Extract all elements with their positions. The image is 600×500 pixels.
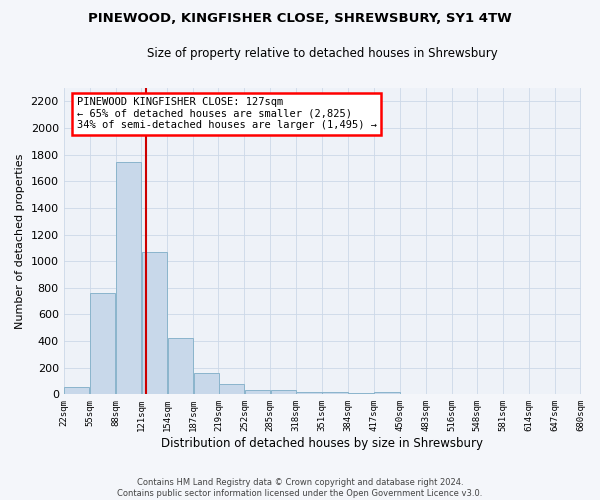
Text: Contains HM Land Registry data © Crown copyright and database right 2024.
Contai: Contains HM Land Registry data © Crown c… <box>118 478 482 498</box>
Bar <box>90 293 115 394</box>
Bar <box>374 392 400 394</box>
Text: PINEWOOD, KINGFISHER CLOSE, SHREWSBURY, SY1 4TW: PINEWOOD, KINGFISHER CLOSE, SHREWSBURY, … <box>88 12 512 26</box>
Bar <box>194 373 219 394</box>
Bar <box>142 252 167 394</box>
Bar <box>245 390 270 394</box>
Text: PINEWOOD KINGFISHER CLOSE: 127sqm
← 65% of detached houses are smaller (2,825)
3: PINEWOOD KINGFISHER CLOSE: 127sqm ← 65% … <box>77 97 377 130</box>
Title: Size of property relative to detached houses in Shrewsbury: Size of property relative to detached ho… <box>147 48 497 60</box>
X-axis label: Distribution of detached houses by size in Shrewsbury: Distribution of detached houses by size … <box>161 437 483 450</box>
Bar <box>116 162 141 394</box>
Y-axis label: Number of detached properties: Number of detached properties <box>15 154 25 329</box>
Bar <box>64 387 89 394</box>
Bar <box>219 384 244 394</box>
Bar <box>296 392 322 394</box>
Bar <box>271 390 296 394</box>
Bar <box>349 393 374 394</box>
Bar <box>322 392 347 394</box>
Bar <box>167 338 193 394</box>
